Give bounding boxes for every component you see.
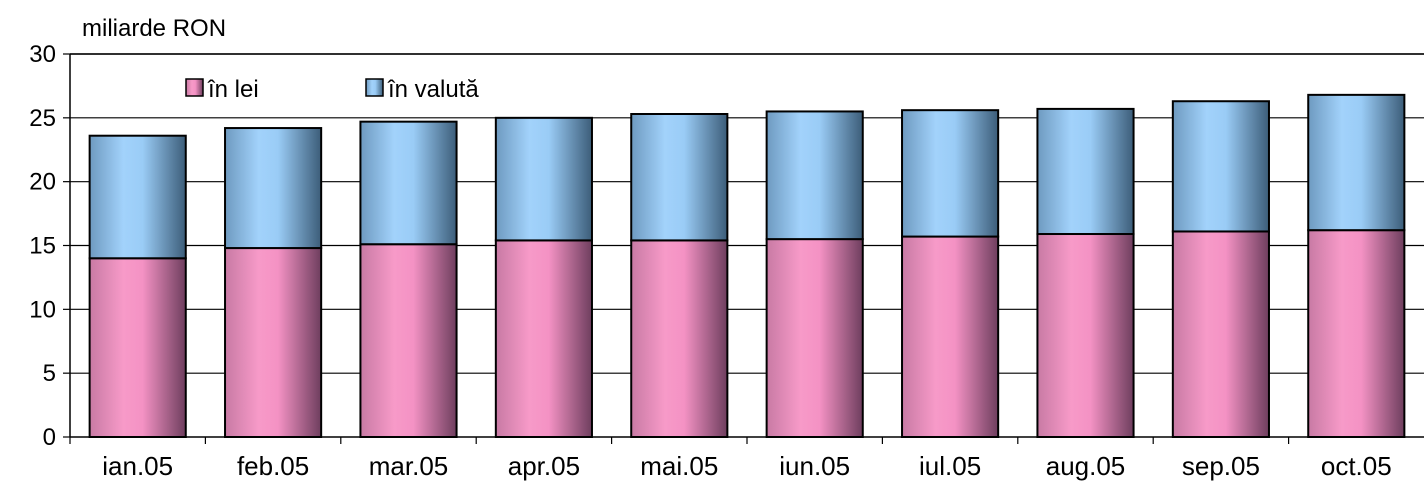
x-tick-label: mai.05 [640,451,718,481]
bar-segment-lei-feb.05 [224,247,323,438]
x-tick-label: ian.05 [102,451,173,481]
bar-segment-valuta-mai.05 [630,113,729,242]
axes: 0 5 10 15 20 25 30 ian.05 feb.05 mar.05 apr.05 mai.… [29,41,1424,481]
bar-segment-valuta-sep.05 [1171,100,1270,233]
bar-segment-lei-aug.05 [1036,233,1135,438]
bar-segment-lei-iul.05 [901,235,1000,438]
legend-label: în lei [207,76,259,103]
bar-segment-lei-ian.05 [88,257,187,438]
bar-segment-valuta-feb.05 [224,127,323,250]
bars [88,93,1406,438]
y-tick-label: 25 [29,105,56,132]
x-tick-label: oct.05 [1321,451,1392,481]
bar-segment-valuta-aug.05 [1036,107,1135,236]
legend-swatch [185,78,204,97]
y-tick-label: 0 [43,424,56,451]
bar-segment-lei-mai.05 [630,239,729,438]
y-tick-label: 15 [29,233,56,260]
bar-segment-valuta-iun.05 [765,110,864,241]
y-tick-label: 5 [43,360,56,387]
bar-segment-lei-apr.05 [494,239,593,438]
x-tick-label: iun.05 [779,451,850,481]
y-tick-label: 20 [29,169,56,196]
y-axis-label: miliarde RON [82,15,226,42]
bar-segment-lei-oct.05 [1307,229,1406,438]
x-tick-label: sep.05 [1182,451,1260,481]
x-tick-label: iul.05 [919,451,981,481]
x-tick-label: apr.05 [508,451,580,481]
legend-label: în valută [387,76,479,103]
x-tick-label: feb.05 [237,451,309,481]
bar-segment-lei-iun.05 [765,238,864,438]
bar-segment-valuta-oct.05 [1307,93,1406,232]
bar-segment-valuta-iul.05 [901,109,1000,238]
bar-segment-lei-mar.05 [359,243,458,438]
bar-segment-valuta-ian.05 [88,134,187,260]
bar-segment-valuta-apr.05 [494,116,593,242]
legend: în lei în valută [185,76,479,103]
bar-segment-valuta-mar.05 [359,120,458,246]
legend-swatch [365,78,384,97]
x-tick-label: aug.05 [1046,451,1126,481]
y-tick-label: 30 [29,41,56,68]
y-tick-label: 10 [29,296,56,323]
x-tick-label: mar.05 [369,451,449,481]
bar-segment-lei-sep.05 [1171,230,1270,438]
